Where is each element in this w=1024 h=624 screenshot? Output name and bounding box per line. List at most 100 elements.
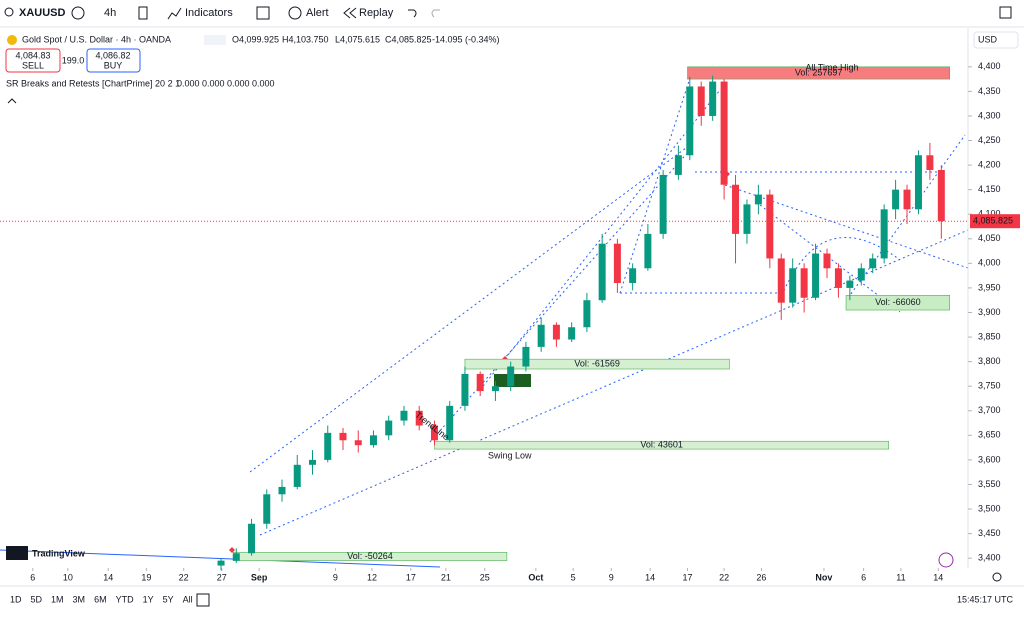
collapse[interactable] xyxy=(7,98,17,104)
range-button[interactable]: 5Y xyxy=(163,594,174,604)
zone-label: Vol: -50264 xyxy=(347,551,393,561)
candle-body xyxy=(430,425,438,441)
indicator-value: 0.000 xyxy=(202,78,225,88)
legend-icons[interactable] xyxy=(204,35,226,45)
ohlc-close: C4,085.825 xyxy=(385,34,432,44)
add-symbol[interactable] xyxy=(71,6,85,20)
sell-label[interactable]: SELL xyxy=(22,60,44,70)
logo-icon xyxy=(6,546,28,560)
toolbar: XAUUSD 4h Indicators Alert Replay xyxy=(0,6,1024,28)
buy-button[interactable] xyxy=(86,48,141,73)
sell-price[interactable]: 4,084.83 xyxy=(15,50,50,60)
candle-body xyxy=(461,373,469,406)
zone-label: Vol: 43601 xyxy=(640,440,683,450)
sell-button[interactable] xyxy=(5,48,61,73)
x-tick-label: Nov xyxy=(815,572,832,582)
buy-label[interactable]: BUY xyxy=(104,60,123,70)
range-button[interactable]: All xyxy=(183,594,193,604)
candle-body xyxy=(476,373,484,392)
y-tick-label: 3,750 xyxy=(978,381,1001,391)
alert-icon[interactable] xyxy=(288,6,302,20)
symbol[interactable]: XAUUSD xyxy=(19,7,66,19)
date-range[interactable] xyxy=(196,593,210,607)
currency-button[interactable] xyxy=(973,31,1019,49)
range-button[interactable]: 1M xyxy=(51,594,64,604)
x-tick-label: 11 xyxy=(896,572,905,582)
y-tick-label: 3,550 xyxy=(978,479,1001,489)
y-tick-label: 3,900 xyxy=(978,307,1001,317)
range-button[interactable]: 1D xyxy=(10,594,22,604)
range-button[interactable]: YTD xyxy=(116,594,135,604)
logo: TradingView xyxy=(6,546,86,560)
undo[interactable] xyxy=(408,9,417,18)
candle-body xyxy=(914,155,922,210)
candle-body xyxy=(732,184,740,234)
candle-body xyxy=(385,420,393,436)
trendline xyxy=(429,149,691,443)
last-price-label: 4,085.825 xyxy=(973,216,1013,226)
candle-body xyxy=(613,243,621,284)
zone xyxy=(464,358,730,370)
fullscreen[interactable] xyxy=(999,6,1012,19)
indicators-button[interactable]: Indicators xyxy=(185,7,233,19)
x-tick-label: 27 xyxy=(217,572,227,582)
annotation: All Time High xyxy=(805,62,858,72)
y-tick-label: 3,500 xyxy=(978,503,1001,513)
candle-body xyxy=(743,204,751,234)
y-tick-label: 3,700 xyxy=(978,405,1001,415)
search-icon[interactable] xyxy=(4,7,14,17)
candle-body xyxy=(446,405,454,441)
x-tick-label: 21 xyxy=(441,572,451,582)
range-button[interactable]: 1Y xyxy=(143,594,154,604)
layout-icon[interactable] xyxy=(256,6,270,20)
x-tick-label: 14 xyxy=(645,572,655,582)
candle-body xyxy=(846,280,854,288)
spread: 199.0 xyxy=(62,55,85,65)
range-button[interactable]: 3M xyxy=(73,594,86,604)
x-tick-label: 12 xyxy=(367,572,377,582)
redo[interactable] xyxy=(431,9,440,18)
candle-body xyxy=(777,258,785,303)
replay-button[interactable]: Replay xyxy=(359,7,394,19)
candle-body xyxy=(880,209,888,259)
candle-body xyxy=(232,553,240,561)
y-tick-label: 4,200 xyxy=(978,159,1001,169)
buy-price[interactable]: 4,086.82 xyxy=(95,50,130,60)
y-tick-label: 4,350 xyxy=(978,86,1001,96)
y-tick-label: 4,250 xyxy=(978,135,1001,145)
x-tick-label: 22 xyxy=(719,572,729,582)
indicator-value: 0.000 xyxy=(177,78,200,88)
candle-body xyxy=(415,410,423,426)
ohlc-low: L4,075.615 xyxy=(335,34,380,44)
candle-body xyxy=(293,464,301,487)
candle-body xyxy=(659,174,667,234)
lightning[interactable] xyxy=(938,552,954,568)
candle-body xyxy=(834,268,842,288)
trendline xyxy=(479,89,721,391)
range-button[interactable]: 6M xyxy=(94,594,107,604)
candle-body xyxy=(869,258,877,269)
logo-text: TradingView xyxy=(32,548,86,558)
trendline xyxy=(847,134,966,299)
candle-body xyxy=(537,324,545,347)
settings[interactable] xyxy=(992,572,1002,582)
interval[interactable]: 4h xyxy=(104,7,116,19)
x-tick-label: 9 xyxy=(333,572,338,582)
range-button[interactable]: 5D xyxy=(31,594,43,604)
chart-type[interactable] xyxy=(138,6,148,20)
candle-body xyxy=(278,486,286,495)
replay-icon[interactable] xyxy=(343,7,357,19)
alert-button[interactable]: Alert xyxy=(306,7,329,19)
indicators-icon[interactable] xyxy=(167,7,182,20)
arc xyxy=(779,237,901,301)
candle-body xyxy=(789,268,797,303)
x-tick-label: 9 xyxy=(609,572,614,582)
bottom-bar: 15:45:17 UTC 1D 5D 1M 3M 6M YTD 1Y 5Y All xyxy=(10,593,1013,607)
currency[interactable]: USD xyxy=(978,34,998,44)
trendline xyxy=(259,229,969,536)
candle-body xyxy=(709,81,717,116)
x-tick-label: 14 xyxy=(103,572,113,582)
indicator-value: 0.000 xyxy=(252,78,275,88)
candle-body xyxy=(583,300,591,328)
candle-body xyxy=(800,268,808,298)
